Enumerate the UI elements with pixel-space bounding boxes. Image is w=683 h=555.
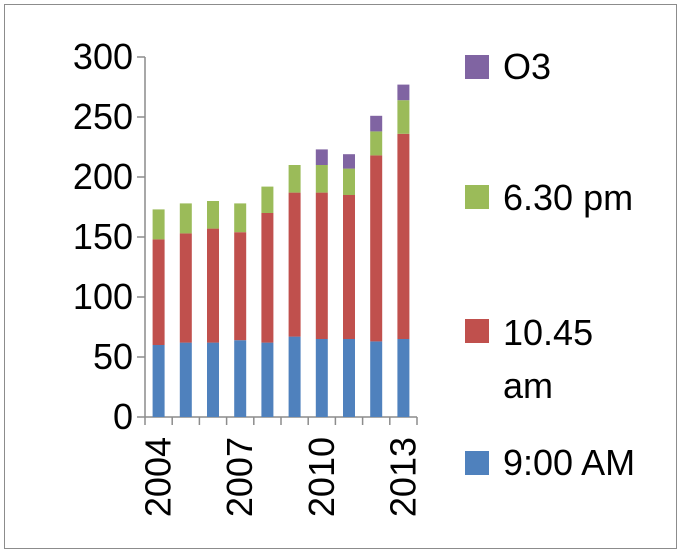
bar-9-00-am-2006: [207, 342, 219, 417]
bar-10-45-am-2006: [207, 228, 219, 343]
bar-6-30-pm-2010: [315, 165, 328, 193]
legend-swatch-6-30-pm: [465, 185, 489, 209]
legend-swatch-10-45-am: [465, 319, 489, 343]
legend-label-10-45-am-line1: 10.45: [503, 312, 593, 353]
bar-6-30-pm-2004: [152, 209, 165, 240]
y-tick-label: 150: [73, 216, 133, 257]
x-tick-label: 2004: [138, 437, 179, 517]
legend-label-9-00-am: 9:00 AM: [503, 442, 635, 483]
bar-9-00-am-2007: [234, 340, 247, 417]
legend-label-6-30-pm: 6.30 pm: [503, 177, 633, 218]
bar-10-45-am-2007: [234, 232, 247, 341]
bar-o3-2010: [315, 149, 328, 165]
legend: O3 6.30 pm 10.45 am 9:00 AM: [465, 46, 635, 483]
bar-o3-2012: [370, 115, 383, 132]
x-tick-label: 2007: [219, 437, 260, 517]
bar-9-00-am-2012: [370, 341, 383, 417]
bar-10-45-am-2005: [179, 233, 192, 343]
bar-9-00-am-2009: [288, 336, 301, 417]
bar-10-45-am-2004: [152, 239, 165, 345]
bar-6-30-pm-2007: [234, 203, 247, 233]
chart-frame: 0 50 100 150 200 250 300 2004 2007 2010 2013 O3 6.3…: [4, 4, 677, 549]
bar-10-45-am-2010: [315, 192, 328, 339]
legend-item-9-00-am: 9:00 AM: [465, 442, 635, 483]
bar-6-30-pm-2008: [261, 186, 274, 213]
bar-6-30-pm-2006: [207, 201, 219, 229]
bar-9-00-am-2005: [179, 342, 192, 417]
legend-label-10-45-am-line2: am: [503, 365, 553, 406]
y-tick-label: 200: [73, 156, 133, 197]
legend-swatch-9-00-am: [465, 451, 489, 475]
bar-6-30-pm-2005: [179, 203, 192, 234]
bar-10-45-am-2012: [370, 155, 383, 342]
y-tick-label: 100: [73, 276, 133, 317]
bar-10-45-am-2008: [261, 213, 274, 343]
stacked-bar-chart: 0 50 100 150 200 250 300 2004 2007 2010 2013 O3 6.3…: [73, 36, 635, 517]
y-tick-label: 300: [73, 36, 133, 77]
bar-6-30-pm-2009: [288, 165, 301, 193]
bar-9-00-am-2004: [152, 345, 165, 417]
bar-9-00-am-2011: [343, 339, 355, 417]
x-tick-label: 2013: [382, 437, 423, 517]
bar-o3-2011: [343, 154, 355, 169]
legend-item-o3: O3: [465, 46, 551, 87]
x-tick-label: 2010: [301, 437, 342, 517]
bar-6-30-pm-2012: [370, 131, 383, 156]
y-tick-label: 0: [113, 396, 133, 437]
legend-label-o3: O3: [503, 46, 551, 87]
bar-9-00-am-2013: [397, 339, 410, 417]
bar-6-30-pm-2013: [397, 100, 410, 134]
bar-6-30-pm-2011: [343, 168, 355, 195]
bars: [152, 84, 410, 417]
bar-10-45-am-2011: [343, 195, 355, 339]
tick-labels: 0 50 100 150 200 250 300 2004 2007 2010 2013: [73, 36, 423, 517]
bar-10-45-am-2013: [397, 133, 410, 339]
bar-9-00-am-2008: [261, 342, 274, 417]
legend-item-10-45-am: 10.45 am: [465, 312, 593, 406]
legend-item-6-30-pm: 6.30 pm: [465, 177, 633, 218]
bar-o3-2013: [397, 84, 410, 101]
bar-10-45-am-2009: [288, 192, 301, 337]
y-tick-label: 250: [73, 96, 133, 137]
bar-9-00-am-2010: [315, 339, 328, 417]
y-tick-label: 50: [93, 336, 133, 377]
legend-swatch-o3: [465, 55, 489, 79]
